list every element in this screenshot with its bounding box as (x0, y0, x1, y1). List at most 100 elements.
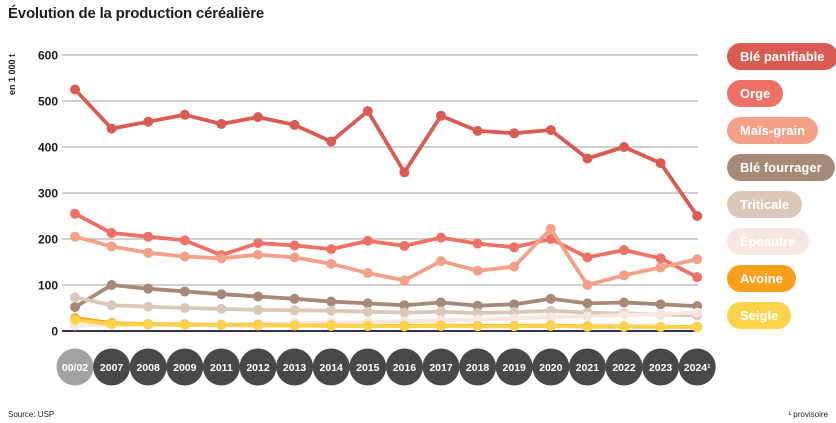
data-point-ble-fourrager-2014 (326, 296, 337, 307)
series-line-orge (74, 212, 699, 279)
data-point-mais-grain-2018 (472, 265, 483, 276)
data-point-triticale-00/02 (70, 292, 80, 303)
data-point-ble-fourrager-2008 (143, 283, 154, 294)
x-axis-year-badge-2022 (605, 348, 643, 386)
series-line-ble-panifiable (73, 88, 699, 218)
data-point-ble-fourrager-2015 (362, 298, 373, 309)
data-point-ble-fourrager-2016 (399, 300, 410, 311)
data-point-ble-fourrager-2013 (289, 293, 300, 304)
source-note: Source: USP (8, 410, 55, 419)
x-axis-year-badge-2017 (422, 348, 460, 386)
data-point-mais-grain-2023 (655, 262, 666, 273)
data-point-mais-grain-00/02 (70, 231, 80, 242)
x-axis-year-label-2012: 2012 (246, 362, 270, 374)
data-point-orge-2013 (289, 240, 300, 251)
x-axis-year-badge-2012 (239, 348, 277, 386)
data-point-seigle-2017 (436, 320, 446, 331)
data-point-orge-2008 (143, 231, 154, 242)
data-point-triticale-2013 (289, 305, 300, 316)
x-axis-year-label-2007: 2007 (100, 362, 124, 374)
x-axis-year-label-2013: 2013 (283, 362, 307, 374)
legend: Blé panifiable Orge Maïs-grain Blé fourrage… (727, 43, 836, 329)
data-point-seigle-2021 (582, 321, 593, 332)
x-axis-year-label-2009: 2009 (173, 362, 197, 374)
data-point-ble-panifiable-2024¹ (692, 211, 703, 221)
data-point-epeautre-2020 (545, 312, 556, 323)
x-axis-year-label-2019: 2019 (503, 362, 527, 374)
data-point-seigle-2012 (253, 320, 263, 331)
data-point-ble-fourrager-2020 (545, 293, 556, 304)
y-axis-label-100: 100 (38, 279, 58, 293)
x-axis-year-badge-2016 (385, 348, 423, 386)
data-point-ble-panifiable-2015 (362, 106, 373, 117)
series-line-ble-fourrager (74, 283, 698, 309)
legend-pill-orge: Orge (727, 80, 784, 107)
data-point-mais-grain-2016 (399, 275, 410, 286)
data-point-orge-2023 (655, 253, 666, 264)
x-axis-year-badge-2023 (642, 348, 680, 386)
data-point-ble-panifiable-2021 (582, 153, 593, 164)
data-point-ble-fourrager-2011 (216, 289, 227, 300)
data-point-mais-grain-2021 (582, 280, 593, 290)
data-point-ble-fourrager-2019 (509, 299, 520, 310)
data-point-ble-fourrager-2018 (472, 300, 483, 311)
legend-pill-ble-panifiable: Blé panifiable (727, 43, 836, 70)
data-point-orge-2015 (362, 235, 373, 246)
data-point-ble-fourrager-2021 (582, 298, 593, 309)
data-point-seigle-2016 (399, 321, 410, 332)
x-axis-year-label-00/02: 00/02 (62, 362, 88, 374)
data-point-ble-fourrager-2007 (106, 280, 117, 290)
data-point-orge-2012 (253, 238, 263, 249)
legend-pill-epeautre: Épeautre (727, 228, 809, 255)
x-axis-year-badge-2019 (495, 348, 533, 386)
data-point-orge-2007 (106, 228, 117, 239)
data-point-seigle-2018 (472, 321, 483, 332)
data-point-triticale-2007 (106, 300, 117, 311)
y-axis-label-200: 200 (38, 233, 58, 247)
series-line-seigle (74, 318, 698, 330)
data-point-seigle-00/02 (70, 314, 80, 325)
data-point-orge-2020 (545, 234, 556, 244)
data-point-orge-2018 (472, 238, 483, 249)
y-axis-label-0: 0 (51, 325, 58, 339)
legend-pill-seigle: Seigle (727, 302, 792, 329)
data-point-seigle-2022 (619, 321, 629, 332)
data-point-seigle-2014 (326, 320, 337, 331)
data-point-ble-panifiable-2020 (545, 124, 556, 135)
data-point-ble-panifiable-2009 (179, 109, 190, 120)
data-point-orge-2019 (509, 242, 520, 253)
x-axis-year-label-2018: 2018 (466, 362, 490, 374)
x-axis-year-badge-2007 (93, 348, 131, 386)
x-axis-year-label-2016: 2016 (393, 362, 417, 374)
data-point-mais-grain-2024¹ (692, 254, 703, 265)
data-point-triticale-2011 (216, 303, 227, 314)
legend-pill-mais-grain: Maïs-grain (727, 117, 819, 144)
data-point-seigle-2007 (106, 319, 117, 330)
data-point-epeautre-2024¹ (692, 307, 703, 318)
data-point-orge-2017 (436, 232, 446, 243)
data-point-ble-panifiable-2016 (399, 167, 410, 178)
data-point-triticale-2008 (143, 301, 154, 312)
data-point-mais-grain-2013 (289, 252, 300, 263)
data-point-epeautre-2023 (655, 308, 666, 319)
data-point-seigle-2019 (509, 321, 520, 332)
x-axis-year-badge-2021 (568, 348, 606, 386)
data-point-ble-panifiable-2018 (472, 125, 483, 136)
x-axis-year-label-2024¹: 2024¹ (684, 362, 711, 374)
x-axis-year-label-2015: 2015 (356, 362, 380, 374)
data-point-orge-2024¹ (692, 272, 703, 283)
data-point-ble-panifiable-2011 (216, 119, 227, 129)
x-axis-year-badge-2024¹ (678, 348, 716, 386)
y-axis-label-300: 300 (38, 187, 58, 201)
data-point-mais-grain-2017 (436, 256, 446, 267)
data-point-ble-fourrager-00/02 (70, 302, 80, 313)
data-point-ble-panifiable-2023 (655, 158, 666, 169)
data-point-ble-panifiable-2019 (509, 128, 520, 139)
data-point-orge-2014 (326, 244, 337, 255)
data-point-ble-fourrager-2012 (253, 291, 263, 302)
x-axis-year-badge-2014 (312, 348, 350, 386)
x-axis-year-badge-2009 (166, 348, 204, 386)
data-point-triticale-2016 (399, 307, 410, 318)
data-point-ble-panifiable-2012 (253, 112, 263, 123)
